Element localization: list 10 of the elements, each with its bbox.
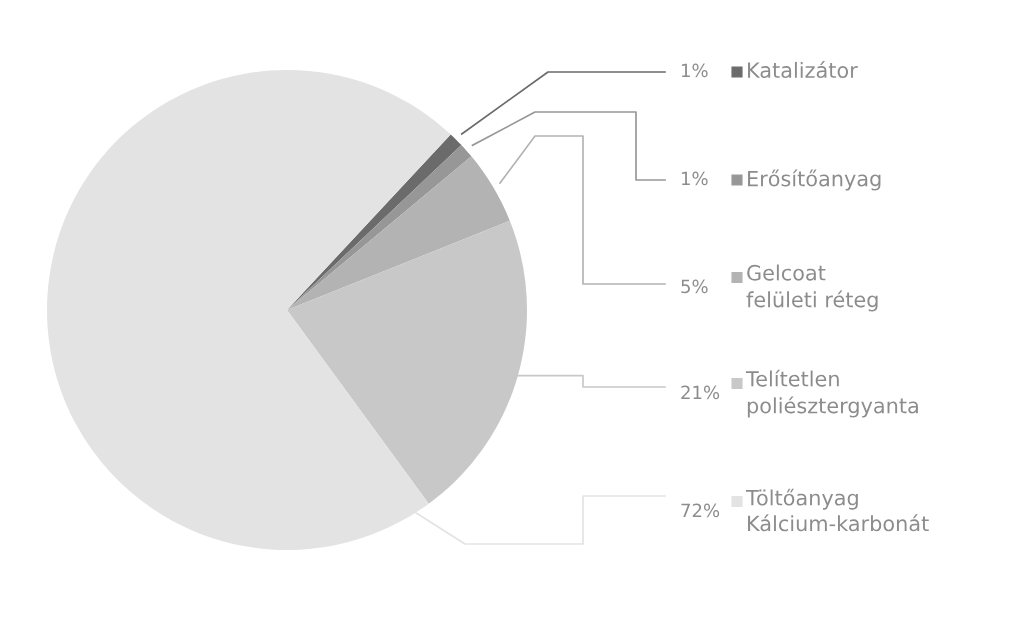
data-label: 1% [681, 171, 708, 186]
legend-label: Telítetlen poliésztergyanta [745, 369, 918, 418]
data-label: 72% [681, 503, 720, 518]
data-label: 5% [681, 279, 708, 294]
legend-label: Erősítőanyag [748, 169, 881, 191]
data-label: 1% [681, 63, 708, 78]
legend-label: Gelcoat felületi réteg [746, 264, 878, 312]
data-label: 21% [681, 385, 720, 400]
legend-label: Töltőanyag Kálcium-karbonát [745, 488, 929, 532]
legend-label: Katalizátor [748, 61, 858, 79]
